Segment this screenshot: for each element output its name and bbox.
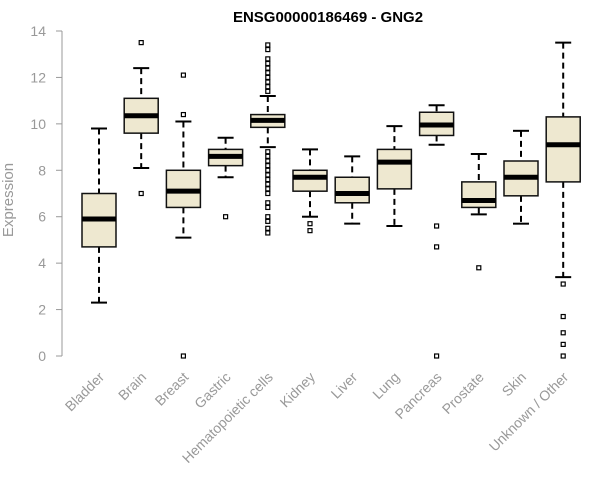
outlier-point — [265, 65, 271, 71]
outlier-point — [265, 172, 271, 178]
outlier-point — [265, 186, 271, 192]
outlier-point — [560, 353, 566, 359]
y-tick-label: 10 — [30, 116, 46, 132]
box-breast — [165, 72, 202, 359]
outlier-point — [265, 153, 271, 159]
box-bladder — [81, 127, 117, 304]
outlier-point — [265, 176, 271, 183]
y-tick-label: 8 — [38, 162, 46, 178]
box-liver — [334, 155, 370, 225]
outlier-point — [265, 158, 271, 164]
box-kidney — [292, 148, 328, 234]
outlier-point — [265, 204, 271, 211]
outlier-point — [223, 214, 229, 220]
box-group — [81, 40, 581, 359]
box-gastric — [207, 136, 244, 220]
outlier-point — [265, 214, 271, 220]
y-tick-label: 4 — [38, 255, 46, 271]
x-tick-label: Brain — [115, 369, 149, 403]
outlier-point — [434, 223, 440, 229]
outlier-point — [265, 190, 271, 197]
outlier-point — [265, 88, 271, 94]
outlier-point — [265, 60, 271, 67]
box-brain — [123, 40, 159, 197]
outlier-point — [265, 74, 271, 81]
outlier-point — [434, 353, 440, 359]
outlier-point — [138, 190, 144, 197]
outlier-point — [560, 281, 566, 287]
x-tick-label: Prostate — [439, 369, 487, 417]
outlier-point — [265, 84, 271, 90]
outlier-point — [265, 56, 271, 62]
x-tick-label: Unknown / Other — [486, 369, 572, 455]
box-hematopoietic-cells — [250, 42, 286, 236]
x-tick-label: Breast — [152, 369, 192, 409]
x-tick-label: Lung — [369, 369, 402, 402]
box-lung — [376, 125, 413, 227]
x-tick-label: Skin — [499, 369, 530, 400]
outlier-point — [265, 79, 271, 85]
outlier-point — [265, 230, 271, 236]
outlier-point — [560, 341, 566, 347]
iqr-box — [461, 181, 497, 209]
outlier-point — [265, 42, 271, 48]
outlier-point — [265, 46, 271, 53]
x-tick-label: Bladder — [62, 369, 108, 415]
chart-title: ENSG00000186469 - GNG2 — [233, 9, 423, 26]
outlier-point — [265, 70, 271, 76]
outlier-point — [307, 221, 313, 227]
y-tick-label: 12 — [30, 69, 46, 85]
y-tick-label: 2 — [38, 302, 46, 318]
y-tick-label: 14 — [30, 23, 46, 39]
outlier-point — [180, 353, 186, 359]
iqr-box — [545, 116, 581, 183]
y-tick-label: 6 — [38, 209, 46, 225]
outlier-point — [265, 218, 271, 224]
outlier-point — [265, 149, 271, 155]
outlier-point — [560, 313, 566, 320]
box-unknown-other — [545, 41, 581, 359]
outlier-point — [265, 200, 271, 206]
outlier-point — [180, 111, 186, 118]
x-tick-label: Liver — [328, 369, 361, 402]
iqr-box — [292, 169, 328, 192]
iqr-box — [334, 176, 370, 204]
outlier-point — [265, 167, 271, 173]
outlier-point — [265, 225, 271, 231]
outlier-point — [560, 330, 566, 336]
outlier-point — [265, 181, 271, 187]
outlier-point — [138, 40, 144, 46]
box-pancreas — [418, 104, 455, 359]
box-skin — [503, 129, 539, 225]
y-axis-label: Expression — [0, 163, 17, 237]
outlier-point — [265, 163, 271, 169]
y-axis: 0 2 4 6 8 10 12 14 — [30, 23, 63, 364]
x-tick-label: Kidney — [277, 369, 319, 411]
iqr-box — [376, 148, 413, 190]
outlier-point — [434, 244, 440, 250]
x-tick-label: Pancreas — [392, 369, 445, 422]
outlier-point — [307, 228, 313, 234]
y-tick-label: 0 — [38, 348, 46, 364]
box-prostate — [461, 153, 497, 271]
outlier-point — [180, 72, 186, 78]
outlier-point — [476, 265, 482, 271]
